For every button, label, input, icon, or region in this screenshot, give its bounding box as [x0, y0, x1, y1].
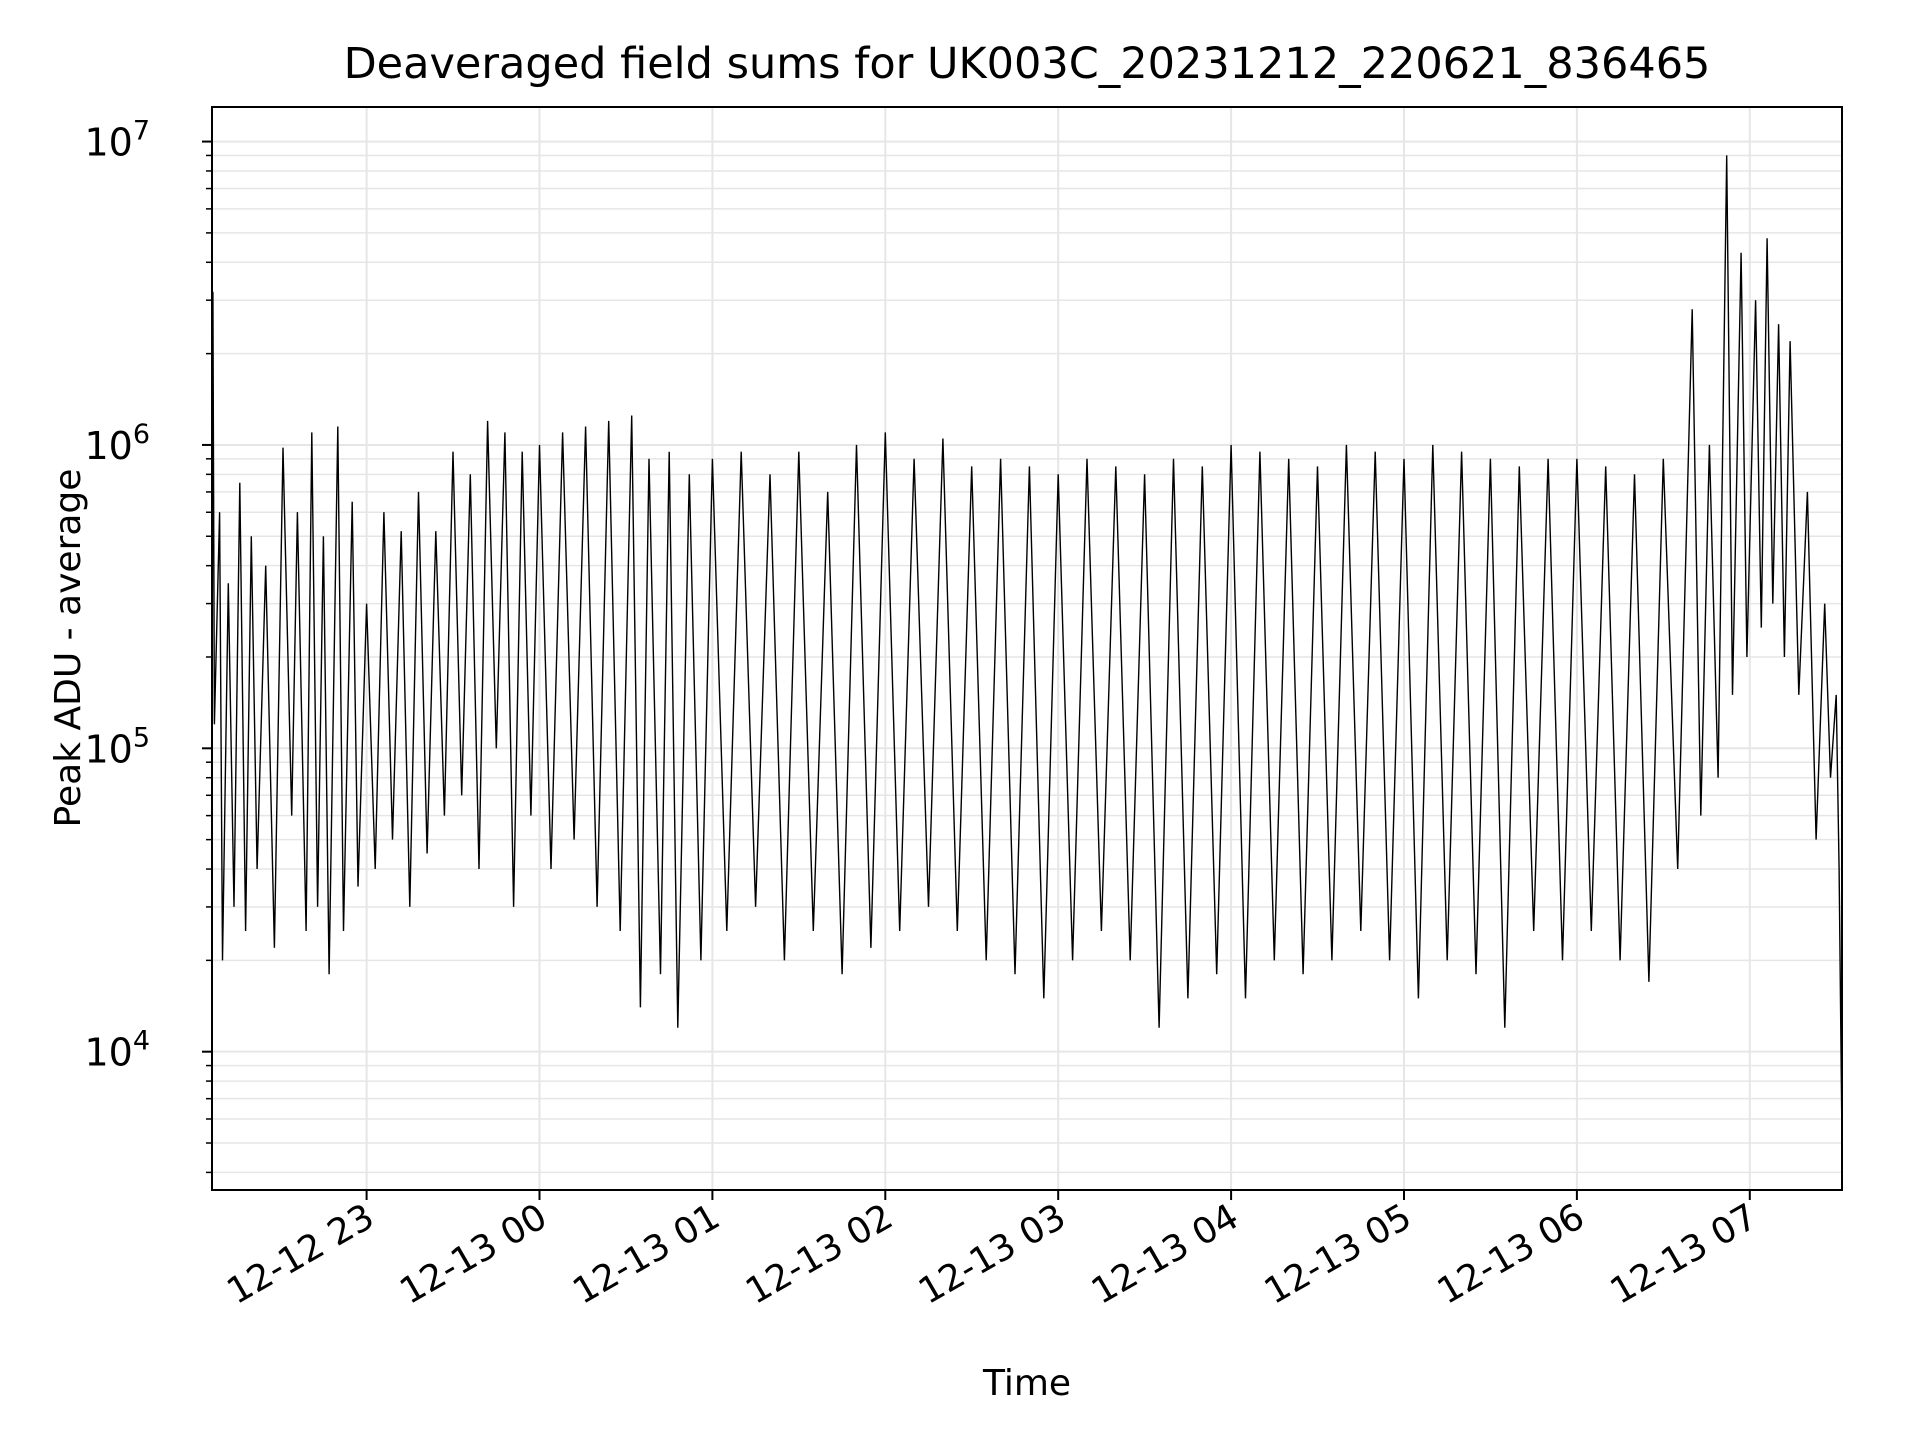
y-axis-label: Peak ADU - average — [48, 469, 89, 828]
y-tick-base: 10 — [84, 121, 132, 165]
y-tick-exponent: 4 — [133, 1026, 150, 1057]
y-tick-exponent: 6 — [133, 419, 150, 450]
series-layer — [211, 155, 1843, 1144]
y-tick-label: 105 — [84, 722, 150, 771]
chart-title: Deaveraged field sums for UK003C_2023121… — [344, 39, 1711, 89]
y-tick-label: 104 — [84, 1026, 150, 1075]
y-tick-exponent: 5 — [133, 722, 150, 753]
y-tick-base: 10 — [84, 424, 132, 468]
series-line — [211, 155, 1843, 1144]
y-tick-exponent: 7 — [133, 116, 150, 147]
y-tick-base: 10 — [84, 1031, 132, 1075]
plot-frame — [211, 106, 1843, 1191]
y-tick-base: 10 — [84, 727, 132, 771]
y-tick-label: 106 — [84, 419, 150, 468]
x-axis-label: Time — [982, 1363, 1071, 1404]
grid-layer — [212, 107, 1842, 1190]
y-tick-label: 107 — [84, 116, 150, 165]
